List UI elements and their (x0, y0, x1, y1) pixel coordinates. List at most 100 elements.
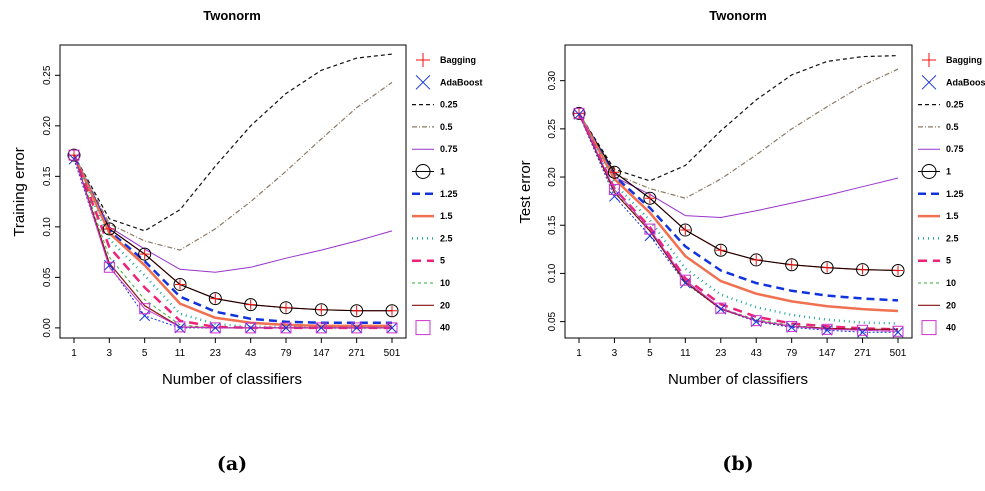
legend-label: Bagging (440, 55, 476, 65)
data-point-square (573, 107, 585, 119)
panel-label: (a) (217, 453, 247, 475)
data-point-square (786, 320, 798, 332)
data-point-plus (416, 53, 430, 67)
data-point-plus (574, 108, 584, 119)
panel-a-training-error: Twonorm Training error Number of classif… (11, 8, 483, 475)
chart-title: Twonorm (709, 8, 767, 23)
y-tick-label: 0.20 (547, 167, 558, 187)
legend-item: Bagging (416, 53, 476, 67)
chart-title: Twonorm (203, 8, 261, 23)
x-tick-label: 5 (142, 348, 148, 359)
data-point-circle (891, 264, 905, 278)
data-point-cross (892, 326, 904, 338)
data-point-cross (280, 322, 292, 334)
legend-label: 20 (946, 300, 956, 310)
legend-label: 40 (440, 323, 450, 333)
series-line-2-5 (577, 112, 899, 325)
data-point-plus (69, 150, 79, 161)
data-point-circle (385, 304, 399, 318)
series-line-0-75 (578, 113, 899, 218)
legend-item: 1.5 (412, 211, 453, 221)
data-point-square (68, 149, 80, 161)
legend-label: AdaBoost (440, 77, 483, 87)
data-point-plus (281, 302, 291, 313)
data-point-cross (750, 316, 762, 327)
data-point-plus (245, 299, 256, 310)
series-line-1-25 (577, 112, 899, 302)
panel-label: (b) (722, 453, 753, 475)
series-line-1 (73, 154, 392, 312)
legend-item: 0.5 (412, 122, 453, 132)
x-tick-label: 271 (348, 348, 365, 359)
data-point-cross (174, 322, 186, 334)
data-point-circle (749, 253, 763, 267)
data-point-plus (715, 245, 726, 256)
legend-label: 1.5 (440, 211, 453, 221)
x-tick-label: 1 (576, 348, 582, 359)
data-point-plus (680, 225, 691, 236)
data-point-circle (314, 303, 328, 317)
data-point-circle (279, 301, 293, 315)
legend-item: 5 (412, 256, 445, 266)
data-point-cross (386, 322, 398, 334)
x-tick-label: 501 (890, 348, 907, 359)
legend-item: 40 (415, 320, 450, 336)
legend-item: 2.5 (918, 233, 959, 243)
x-axis-label: Number of classifiers (162, 371, 302, 388)
legend-label: 0.25 (946, 100, 964, 110)
data-point-square (139, 303, 151, 315)
legend-item: 40 (921, 320, 956, 336)
legend-label: 0.75 (946, 144, 964, 154)
data-point-cross (245, 322, 257, 334)
legend-item: Bagging (922, 53, 982, 67)
series-line-0-75 (73, 154, 393, 273)
x-tick-label: 11 (680, 348, 691, 359)
legend-label: 10 (946, 278, 956, 288)
x-tick-label: 43 (751, 348, 763, 359)
series-line-1-5 (577, 112, 899, 313)
x-tick-label: 23 (715, 348, 727, 359)
series-line-10 (578, 113, 899, 332)
legend-label: Bagging (946, 55, 982, 65)
y-tick-label: 0.15 (42, 166, 53, 186)
legend-item: 1.25 (918, 189, 964, 199)
data-point-square (644, 223, 656, 235)
data-point-circle (856, 263, 870, 277)
data-point-cross (209, 322, 221, 334)
data-point-circle (572, 106, 586, 120)
data-point-plus (751, 254, 762, 265)
data-point-plus (893, 265, 903, 276)
data-point-square (415, 320, 431, 336)
data-point-square (608, 184, 620, 196)
legend-label: 40 (946, 323, 956, 333)
data-point-square (921, 320, 937, 336)
data-point-cross (315, 322, 327, 334)
data-point-square (679, 274, 691, 286)
data-point-square (280, 322, 292, 334)
x-axis-label: Number of classifiers (668, 371, 808, 388)
data-point-circle (678, 223, 692, 237)
data-point-circle (208, 292, 222, 306)
data-point-square (750, 315, 762, 327)
x-tick-label: 23 (210, 348, 222, 359)
y-tick-label: 0.05 (547, 311, 558, 331)
data-point-plus (175, 279, 185, 290)
y-tick-label: 0.15 (547, 215, 558, 235)
data-point-plus (822, 262, 833, 273)
data-point-cross (821, 324, 833, 336)
data-point-circle (714, 243, 728, 257)
legend-label: 1 (440, 167, 445, 177)
data-point-plus (139, 249, 150, 260)
legend-item: 1.5 (918, 211, 959, 221)
y-tick-label: 0.30 (547, 70, 558, 90)
y-axis-label: Test error (517, 160, 534, 223)
y-tick-label: 0.10 (42, 217, 53, 237)
legend-item: 0.25 (918, 100, 964, 110)
data-point-circle (820, 261, 834, 275)
data-point-plus (857, 264, 868, 275)
y-tick-label: 0.05 (42, 267, 53, 287)
legend-label: 1.25 (946, 189, 964, 199)
legend-label: 0.5 (946, 122, 959, 132)
x-tick-label: 271 (854, 348, 871, 359)
